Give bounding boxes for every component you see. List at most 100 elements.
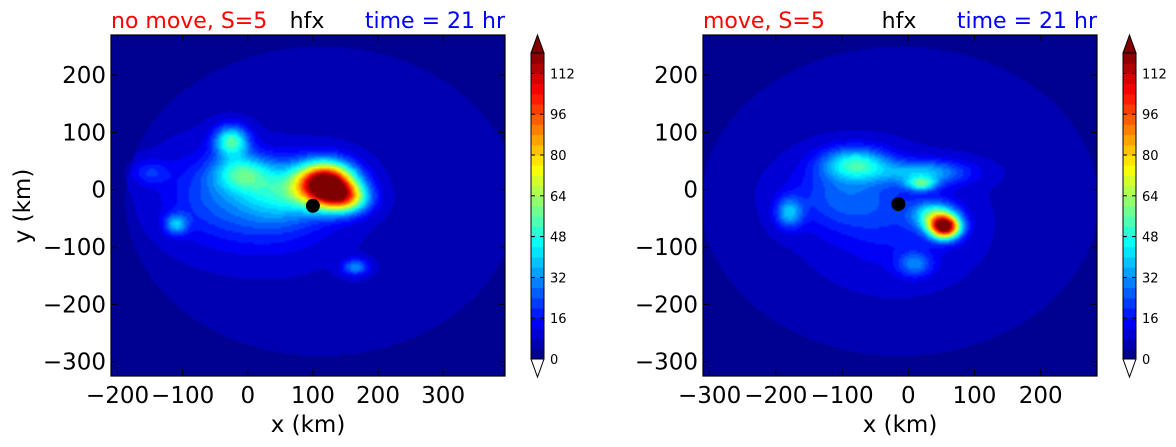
- title-left-right: time = 21 hr: [365, 9, 506, 34]
- colorbar-band: [1123, 318, 1136, 329]
- x-tick-label: 0: [240, 383, 255, 409]
- colorbar-band: [531, 63, 544, 74]
- colorbar-band: [1123, 308, 1136, 319]
- colorbar-band: [1123, 134, 1136, 146]
- colorbar-band: [531, 287, 544, 299]
- plot-area-right: [702, 34, 1098, 377]
- y-tick-label: 0: [91, 178, 106, 204]
- colorbar-band: [531, 175, 544, 187]
- colorbar-tick-label: 32: [1142, 271, 1159, 286]
- colorbar-band: [1123, 144, 1136, 156]
- colorbar-band: [1123, 165, 1136, 176]
- x-tick-label: −200: [86, 383, 149, 409]
- y-tick-label: −300: [635, 350, 698, 376]
- y-tick-label: 200: [62, 63, 106, 89]
- colorbar-band: [1123, 63, 1136, 74]
- colorbar-band: [1123, 338, 1136, 350]
- colorbar-frame: [530, 52, 545, 360]
- colorbar-under-extension: [1122, 358, 1137, 379]
- y-tick-labels-right: 200 100 0 −100 −200 −300: [635, 63, 698, 376]
- colorbar-tick-label: 112: [550, 67, 575, 82]
- colorbar-band: [1123, 257, 1136, 268]
- colorbar-band: [531, 216, 544, 227]
- colorbar-right: 0 16 32 48 64 80 96 112: [1122, 33, 1167, 379]
- colorbar-tick-label: 64: [550, 190, 567, 205]
- y-tick-label: 100: [62, 120, 106, 146]
- colorbar-band: [531, 165, 544, 176]
- plot-frame-right: [702, 34, 1098, 377]
- colorbar-band: [1123, 124, 1136, 136]
- colorbar-band: [531, 328, 544, 340]
- tick-marks-left: [111, 35, 505, 376]
- colorbar-band: [531, 73, 544, 85]
- colorbar-under-extension: [530, 358, 545, 379]
- y-tick-labels-left: 200 100 0 −100 −200 −300: [43, 63, 106, 376]
- colorbar-band: [1123, 267, 1136, 278]
- colorbar-band: [531, 195, 544, 207]
- title-right-right: time = 21 hr: [957, 9, 1098, 34]
- colorbar-band: [531, 53, 544, 64]
- colorbar-band: [1123, 93, 1136, 105]
- colorbar-band: [531, 338, 544, 350]
- storm-center-marker-right: [891, 197, 906, 212]
- colorbar-band: [1123, 104, 1136, 115]
- colorbar-band: [1123, 226, 1136, 238]
- colorbar-band: [531, 277, 544, 289]
- colorbar-tick-label: 48: [1142, 231, 1159, 246]
- colorbar-band: [531, 297, 544, 309]
- colorbar-band: [531, 83, 544, 95]
- y-tick-label: 100: [654, 120, 698, 146]
- colorbar-band: [531, 104, 544, 115]
- colorbar-band: [531, 144, 544, 156]
- storm-center-marker-left: [305, 198, 320, 213]
- colorbar-band: [1123, 297, 1136, 309]
- colorbar-band: [1123, 236, 1136, 248]
- colorbar-band: [531, 267, 544, 278]
- colorbar-band: [1123, 195, 1136, 207]
- y-axis-label-left: y (km): [10, 169, 36, 244]
- y-tick-label: −100: [43, 235, 106, 261]
- colorbar-band: [1123, 277, 1136, 289]
- colorbar-band: [1123, 246, 1136, 258]
- colorbar-band: [1123, 83, 1136, 95]
- tick-marks-right: [703, 35, 1097, 376]
- y-tick-label: −200: [635, 292, 698, 318]
- title-right-left: move, S=5: [703, 9, 825, 34]
- title-left-center: hfx: [290, 9, 325, 34]
- colorbar-tick-label: 96: [550, 108, 567, 123]
- x-tick-label: 200: [1019, 383, 1063, 409]
- colorbar-tick-label: 80: [550, 149, 567, 164]
- colorbar-band: [1123, 53, 1136, 64]
- colorbar-band: [1123, 348, 1136, 360]
- colorbar-over-extension: [1122, 33, 1137, 54]
- x-tick-labels-left: −200 −100 0 100 200 300: [86, 383, 465, 409]
- colorbar-band: [1123, 175, 1136, 187]
- colorbar-band: [531, 134, 544, 146]
- y-tick-label: 0: [683, 178, 698, 204]
- x-tick-label: 300: [421, 383, 465, 409]
- colorbar-left: 0 16 32 48 64 80 96 112: [530, 33, 575, 379]
- colorbar-tick-label: 80: [1142, 149, 1159, 164]
- colorbar-band: [531, 246, 544, 258]
- panel-left: no move, S=5 hfx time = 21 hr −200 −100 0 1…: [10, 9, 506, 438]
- title-left-left: no move, S=5: [111, 9, 267, 34]
- colorbar-band: [531, 257, 544, 268]
- colorbar-band: [531, 318, 544, 329]
- colorbar-band: [531, 114, 544, 125]
- y-tick-label: −100: [635, 235, 698, 261]
- x-tick-label: −200: [744, 383, 807, 409]
- colorbar-band: [1123, 185, 1136, 197]
- x-tick-label: 0: [901, 383, 916, 409]
- colorbar-tick-label: 16: [1142, 312, 1159, 327]
- colorbar-band: [1123, 206, 1136, 217]
- x-tick-label: 100: [953, 383, 997, 409]
- colorbar-tick-label: 32: [550, 271, 567, 286]
- colorbar-band: [1123, 328, 1136, 340]
- colorbar-band: [531, 93, 544, 105]
- y-tick-label: −200: [43, 292, 106, 318]
- panel-right: move, S=5 hfx time = 21 hr −300 −200 −100 0…: [635, 9, 1098, 438]
- colorbar-band: [531, 308, 544, 319]
- colorbar-band: [1123, 287, 1136, 299]
- colorbar-band: [531, 236, 544, 248]
